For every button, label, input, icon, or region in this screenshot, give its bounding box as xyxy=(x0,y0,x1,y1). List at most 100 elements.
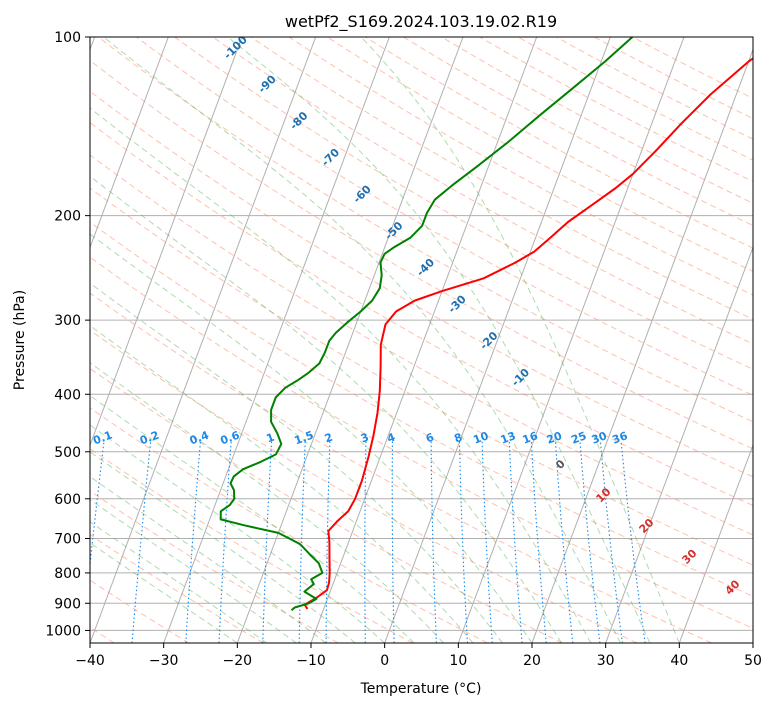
moist-adiabat-label: 0 xyxy=(553,457,568,472)
y-tick-label: 300 xyxy=(54,313,81,329)
mixing-ratio-label: 30 xyxy=(590,429,609,447)
mixing-ratio-label: 0.2 xyxy=(138,429,161,448)
y-axis: 100 200 300 400 500 600 700 800 900 1000 xyxy=(45,30,90,639)
dry-adiabat-label: -70 xyxy=(319,146,342,169)
dry-adiabat-line xyxy=(90,490,339,643)
dry-adiabat-line xyxy=(90,221,753,597)
dry-adiabat-line xyxy=(90,579,190,643)
moist-adiabat-line xyxy=(90,476,326,643)
moist-adiabat-lines xyxy=(90,37,680,643)
mixing-ratio-line xyxy=(481,441,493,643)
dry-adiabat-line xyxy=(403,37,753,227)
y-tick-label: 200 xyxy=(54,209,81,225)
y-tick-label: 400 xyxy=(54,387,81,403)
dry-adiabat-line xyxy=(90,256,753,629)
mixing-ratio-label: 25 xyxy=(569,429,588,446)
moist-adiabat-label: 40 xyxy=(723,577,743,597)
isotherm-line xyxy=(90,37,317,643)
profile-series xyxy=(219,37,753,612)
isotherm-line xyxy=(384,37,611,643)
x-axis: −40 −30 −20 −10 0 10 20 30 40 50 xyxy=(75,643,762,669)
isotherm-line xyxy=(163,37,390,643)
dry-adiabat-line xyxy=(250,37,753,320)
dry-adiabat-lines xyxy=(90,37,753,643)
dry-adiabat-line xyxy=(90,122,753,507)
mixing-ratio-label: 16 xyxy=(521,429,540,447)
isotherm-line xyxy=(236,37,464,643)
mixing-ratio-line xyxy=(508,441,523,643)
mixing-ratio-label: 13 xyxy=(499,429,518,446)
moist-adiabat-line xyxy=(90,282,503,643)
dry-adiabat-line xyxy=(90,329,638,643)
x-tick-label: −30 xyxy=(149,653,179,669)
mixing-ratio-line xyxy=(599,441,623,643)
moist-adiabat-line xyxy=(90,499,297,643)
dry-adiabat-line xyxy=(632,37,753,99)
plot-area: 0.1 0.2 0.4 0.6 1 1.5 2 3 4 6 8 10 13 16 20 25 30 36 -10 0 -… xyxy=(90,37,753,643)
mixing-ratio-line xyxy=(430,441,437,643)
mixing-ratio-line xyxy=(131,441,152,643)
mixing-ratio-line xyxy=(554,441,574,643)
dry-adiabat-line xyxy=(90,367,563,643)
x-tick-label: 50 xyxy=(744,653,762,669)
moist-adiabat-line xyxy=(227,37,651,643)
y-tick-label: 100 xyxy=(54,30,81,46)
moist-adiabat-line xyxy=(90,362,444,643)
isotherm-lines xyxy=(90,37,753,643)
mixing-ratio-label: 1.5 xyxy=(293,429,316,448)
dry-adiabat-line xyxy=(479,37,753,183)
y-tick-label: 900 xyxy=(54,596,81,612)
mixing-ratio-label: 0.6 xyxy=(219,428,242,447)
dry-adiabat-label: -80 xyxy=(287,109,310,132)
mixing-ratio-line xyxy=(364,441,367,643)
mixing-ratio-line xyxy=(530,441,547,643)
mixing-ratio-line xyxy=(185,441,202,643)
mixing-ratio-line xyxy=(298,441,306,643)
dry-adiabat-line xyxy=(136,37,753,396)
mixing-ratio-label: 6 xyxy=(424,430,436,445)
mixing-ratio-line xyxy=(458,441,469,643)
y-tick-label: 1000 xyxy=(45,623,81,639)
mixing-ratio-label: 8 xyxy=(452,431,464,446)
dry-adiabat-line xyxy=(174,37,753,370)
dry-adiabat-line xyxy=(212,37,753,345)
isotherm-line xyxy=(678,443,753,643)
dry-adiabat-label: -10 xyxy=(509,366,532,389)
x-tick-label: 30 xyxy=(597,653,615,669)
dry-adiabat-line xyxy=(365,37,753,249)
mixing-ratio-label: 3 xyxy=(359,431,371,446)
moist-adiabat-line xyxy=(90,325,474,643)
isotherm-line xyxy=(310,37,538,643)
y-tick-label: 600 xyxy=(54,492,81,508)
mixing-ratio-line xyxy=(620,441,646,643)
mixing-ratio-label: 4 xyxy=(385,430,397,445)
mixing-ratio-line xyxy=(90,441,105,570)
dry-adiabat-line xyxy=(517,37,753,161)
moist-adiabat-line xyxy=(90,175,562,643)
mixing-ratio-line xyxy=(391,441,395,643)
moist-adiabat-line xyxy=(90,107,592,643)
moist-adiabat-line xyxy=(90,542,238,643)
dry-adiabat-line xyxy=(90,448,414,643)
dry-adiabat-line xyxy=(288,37,753,296)
x-tick-label: −40 xyxy=(75,653,105,669)
mixing-ratio-label: 10 xyxy=(471,429,490,447)
dry-adiabat-line xyxy=(555,37,753,140)
y-tick-label: 500 xyxy=(54,445,81,461)
mixing-ratio-lines xyxy=(90,441,646,643)
mixing-ratio-line xyxy=(325,441,331,643)
mixing-ratio-line xyxy=(262,441,273,643)
mixing-ratio-label: 20 xyxy=(545,429,564,447)
mixing-ratio-label: 1 xyxy=(265,431,277,446)
dry-adiabat-label: -30 xyxy=(446,292,469,315)
y-tick-label: 700 xyxy=(54,532,81,548)
mixing-ratio-label: 36 xyxy=(610,429,629,447)
moist-adiabat-line xyxy=(103,37,621,643)
plot-frame xyxy=(89,36,754,644)
isotherm-line xyxy=(531,48,753,643)
temperature-profile-line xyxy=(303,57,753,610)
x-tick-label: 20 xyxy=(523,653,541,669)
moist-adiabat-line xyxy=(90,451,356,643)
isotherm-line xyxy=(457,37,685,643)
